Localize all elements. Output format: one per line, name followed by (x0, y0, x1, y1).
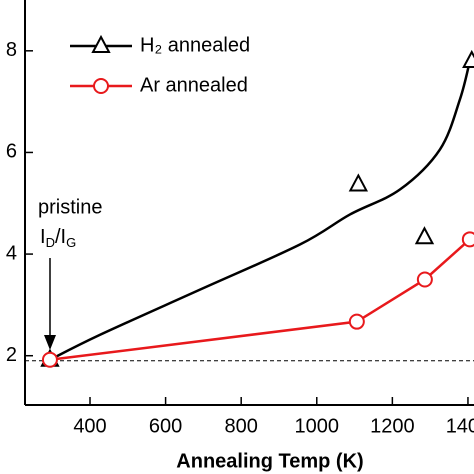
marker (348, 173, 369, 192)
marker (461, 231, 474, 248)
annotation-part: G (66, 235, 76, 250)
legend-marker (93, 78, 109, 94)
marker (41, 351, 58, 368)
annotation-part: I (40, 226, 46, 248)
annotation: ID/IG (40, 226, 76, 250)
y-tick-label: 4 (6, 242, 17, 264)
annotation-part: D (46, 235, 55, 250)
y-tick-label: 6 (6, 141, 17, 163)
legend-label: Ar annealed (140, 74, 248, 96)
marker (348, 313, 365, 330)
line (49, 238, 471, 362)
x-tick-label: 1000 (295, 415, 340, 437)
x-tick-label: 1200 (370, 415, 415, 437)
y-tick-label: 2 (6, 344, 17, 366)
x-tick-label: 1400 (446, 415, 474, 437)
marker (462, 49, 474, 68)
annotation: pristine (38, 196, 102, 218)
line (49, 60, 472, 361)
x-tick-label: 400 (73, 415, 106, 437)
y-tick-label: 8 (6, 39, 17, 61)
annotation-part: /I (55, 226, 66, 248)
marker (416, 271, 433, 288)
marker (414, 226, 435, 245)
arrow-head (44, 335, 56, 350)
legend-marker (91, 34, 111, 53)
x-tick-label: 600 (149, 415, 182, 437)
x-tick-label: 800 (224, 415, 257, 437)
x-axis-label: Annealing Temp (K) (176, 450, 363, 472)
legend-label: H₂ annealed (140, 34, 250, 56)
